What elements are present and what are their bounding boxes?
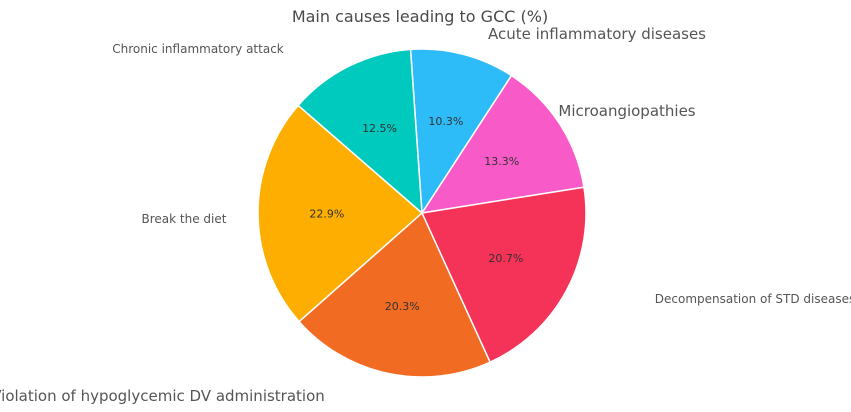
pie-slice-1 [409, 48, 513, 216]
pie-slice-2 [420, 74, 585, 215]
pie-value-labels: 10.3% 13.3% 20.7% 20.3% 22.9% 12.5% [309, 115, 523, 313]
pie-category-label-5: Break the diet [142, 212, 227, 226]
pie-category-label-6: Chronic inflammatory attack [112, 42, 284, 56]
pie-slices [257, 48, 587, 378]
pie-value-label-4: 20.3% [385, 300, 420, 313]
pie-value-label-3: 20.7% [488, 252, 523, 265]
pie-value-label-6: 12.5% [362, 122, 397, 135]
pie-slice-4 [298, 211, 492, 378]
pie-category-label-2: Microangiopathies [558, 102, 695, 120]
pie-value-label-5: 22.9% [309, 207, 344, 220]
pie-slice-3 [420, 186, 587, 364]
pie-value-label-1: 10.3% [428, 115, 463, 128]
pie-slice-6 [297, 48, 423, 215]
pie-category-label-1: Acute inflammatory diseases [488, 25, 706, 43]
pie-category-label-3: Decompensation of STD diseases [655, 292, 851, 306]
chart-title: Main causes leading to GCC (%) [292, 7, 548, 26]
pie-value-label-2: 13.3% [484, 155, 519, 168]
pie-slice-5 [257, 104, 424, 323]
pie-category-label-4: Violation of hypoglycemic DV administrat… [0, 387, 325, 405]
pie-category-labels: Acute inflammatory diseases Microangiopat… [0, 25, 851, 405]
